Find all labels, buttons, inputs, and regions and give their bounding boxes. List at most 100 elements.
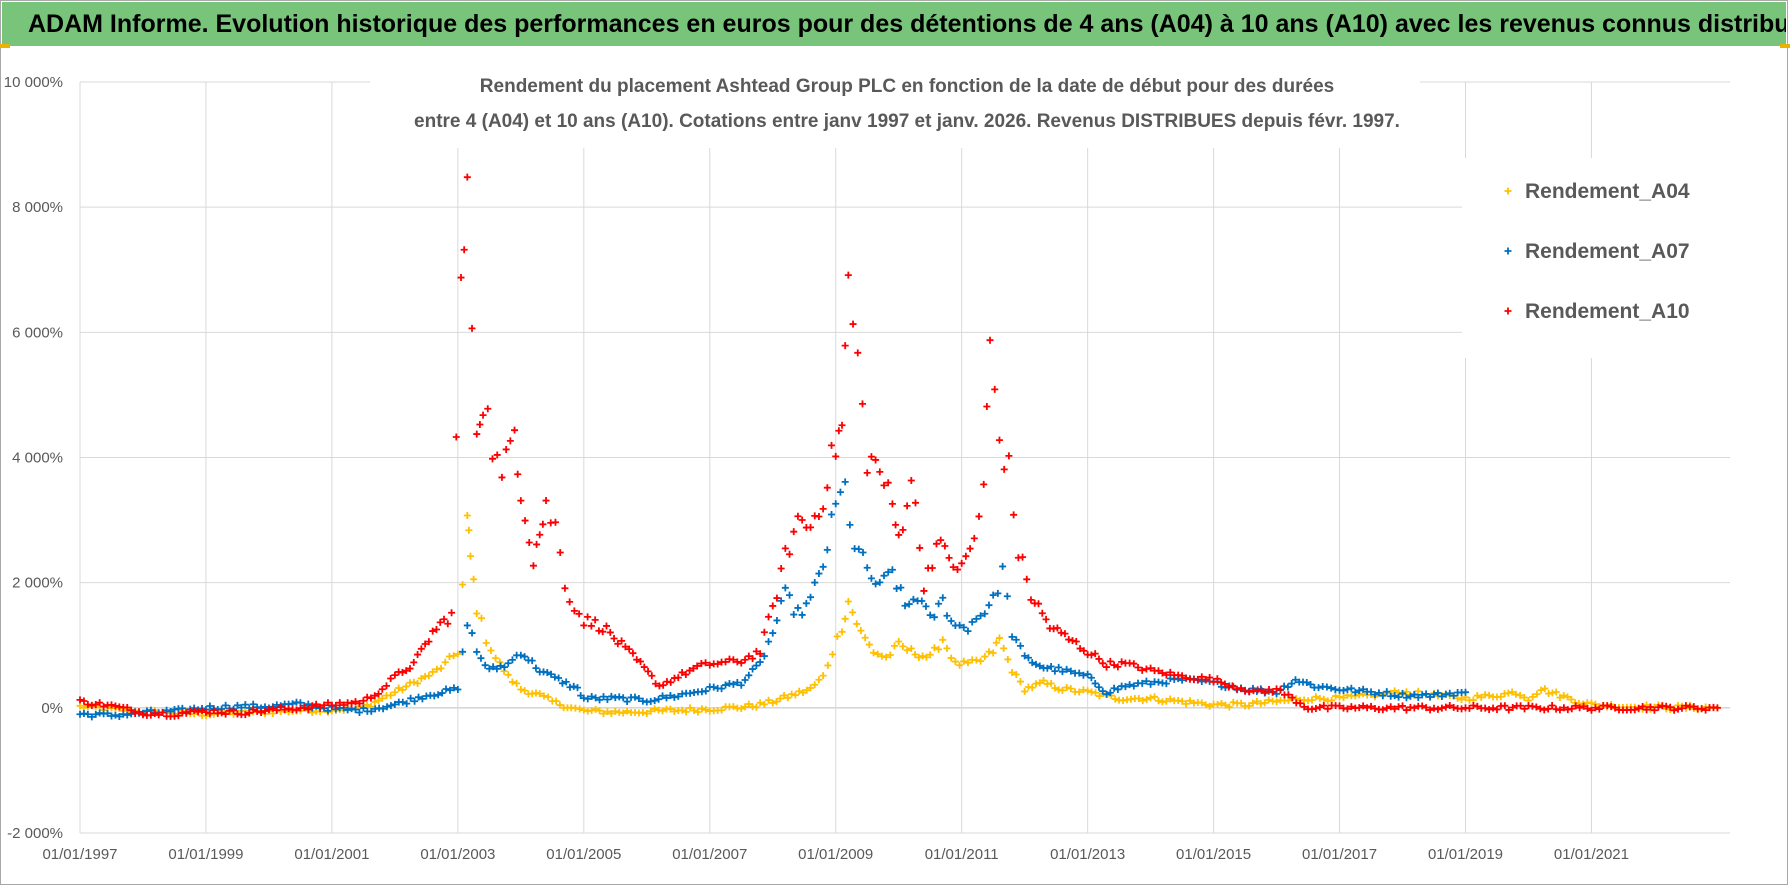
- x-tick-label: 01/01/1997: [42, 846, 117, 863]
- data-point: [206, 702, 214, 710]
- data-point: [689, 664, 697, 672]
- data-point: [1580, 702, 1588, 710]
- data-point: [1391, 692, 1399, 700]
- data-point: [1414, 694, 1422, 702]
- data-point: [776, 695, 784, 703]
- data-point: [945, 554, 953, 562]
- data-point: [863, 469, 871, 477]
- data-point: [1402, 706, 1410, 714]
- data-point: [533, 540, 541, 548]
- data-point: [1442, 690, 1450, 698]
- data-point: [230, 707, 238, 715]
- data-point: [450, 652, 458, 660]
- data-point: [245, 709, 253, 717]
- data-point: [733, 679, 741, 687]
- data-point: [930, 613, 938, 621]
- title-background: [370, 68, 1420, 148]
- data-point: [463, 512, 471, 520]
- data-point: [861, 634, 869, 642]
- data-point: [1363, 704, 1371, 712]
- data-point: [678, 668, 686, 676]
- data-point: [444, 620, 452, 628]
- data-point: [702, 687, 710, 695]
- data-point: [1670, 706, 1678, 714]
- data-point: [521, 687, 529, 695]
- data-point: [939, 636, 947, 644]
- data-point: [897, 584, 905, 592]
- data-point: [1130, 660, 1138, 668]
- data-point: [391, 688, 399, 696]
- data-point: [872, 456, 880, 464]
- data-point: [643, 709, 651, 717]
- data-point: [1040, 677, 1048, 685]
- data-point: [1273, 698, 1281, 706]
- data-point: [718, 685, 726, 693]
- data-point: [682, 671, 690, 679]
- data-point: [332, 701, 340, 709]
- data-point: [402, 667, 410, 675]
- data-point: [174, 712, 182, 720]
- data-point: [1450, 692, 1458, 700]
- data-point: [888, 566, 896, 574]
- data-point: [324, 699, 332, 707]
- data-point: [425, 672, 433, 680]
- data-point: [1075, 669, 1083, 677]
- data-point: [1079, 671, 1087, 679]
- data-point: [418, 695, 426, 703]
- chart-title-line-2: entre 4 (A04) et 10 ans (A10). Cotations…: [414, 111, 1400, 132]
- data-point: [1099, 659, 1107, 667]
- data-point: [1465, 704, 1473, 712]
- data-point: [854, 349, 862, 357]
- data-point: [1556, 694, 1564, 702]
- banner-title: ADAM Informe. Evolution historique des p…: [2, 2, 1786, 46]
- data-point: [1000, 644, 1008, 652]
- data-point: [756, 699, 764, 707]
- data-point: [1182, 674, 1190, 682]
- y-tick-label: 6 000%: [12, 324, 63, 341]
- data-point: [344, 706, 352, 714]
- data-point: [956, 621, 964, 629]
- data-point: [1237, 699, 1245, 707]
- data-point: [561, 584, 569, 592]
- data-point: [371, 698, 379, 706]
- data-point: [348, 699, 356, 707]
- data-point: [1516, 691, 1524, 699]
- data-point: [953, 566, 961, 574]
- data-point: [1501, 702, 1509, 710]
- data-point: [1426, 693, 1434, 701]
- data-point: [410, 658, 418, 666]
- data-point: [570, 682, 578, 690]
- x-tick-label: 01/01/2003: [420, 846, 495, 863]
- data-point: [1249, 699, 1257, 707]
- data-point: [111, 711, 119, 719]
- data-point: [504, 671, 512, 679]
- data-point: [378, 694, 386, 702]
- data-point: [1135, 694, 1143, 702]
- data-point: [1138, 679, 1146, 687]
- data-point: [962, 552, 970, 560]
- data-point: [1063, 665, 1071, 673]
- data-point: [769, 699, 777, 707]
- data-point: [1138, 666, 1146, 674]
- data-point: [857, 627, 865, 635]
- data-point: [528, 657, 536, 665]
- data-point: [104, 709, 112, 717]
- data-point: [786, 550, 794, 558]
- data-point: [574, 684, 582, 692]
- data-point: [832, 452, 840, 460]
- data-point: [995, 634, 1003, 642]
- data-point: [312, 700, 320, 708]
- data-point: [607, 709, 615, 717]
- data-point: [891, 642, 899, 650]
- legend-marker: [1504, 307, 1512, 315]
- data-point: [841, 478, 849, 486]
- data-point: [1023, 575, 1031, 583]
- data-point: [558, 679, 566, 687]
- data-point: [674, 674, 682, 682]
- data-point: [1005, 452, 1013, 460]
- data-point: [777, 565, 785, 573]
- data-point: [1228, 682, 1236, 690]
- data-point: [1106, 689, 1114, 697]
- data-point: [1253, 697, 1261, 705]
- data-point: [492, 654, 500, 662]
